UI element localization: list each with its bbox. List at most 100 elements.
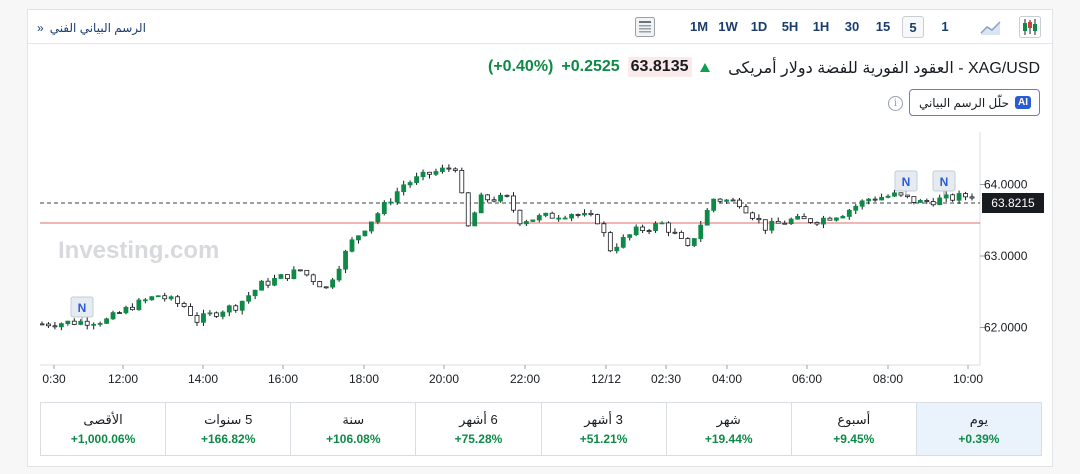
price-row: (+0.40%) +0.2525 63.8135 bbox=[488, 57, 710, 77]
technical-chart-link[interactable]: » الرسم البياني الفني bbox=[37, 21, 146, 35]
performance-period: 3 أشهر bbox=[584, 412, 623, 427]
candle-body bbox=[511, 195, 516, 211]
candle-body bbox=[381, 202, 387, 215]
candle-body bbox=[452, 168, 458, 171]
candle-body bbox=[905, 194, 910, 197]
performance-period: 5 سنوات bbox=[204, 412, 253, 427]
candle-body bbox=[762, 219, 768, 231]
candle-body bbox=[743, 206, 749, 214]
candle-body bbox=[627, 234, 633, 238]
timeframe-1d[interactable]: 1D bbox=[750, 19, 768, 34]
x-tick-label: 10:00 bbox=[953, 372, 983, 386]
performance-cell[interactable]: 6 أشهر +75.28% bbox=[415, 403, 540, 455]
timeframe-5[interactable]: 5 bbox=[902, 16, 924, 38]
candle-body bbox=[633, 226, 639, 236]
candlestick-icon[interactable] bbox=[1019, 16, 1041, 38]
candle-body bbox=[924, 200, 930, 202]
timeframe-5h[interactable]: 5H bbox=[781, 19, 799, 34]
candle-body bbox=[485, 194, 491, 201]
candle-body bbox=[672, 231, 678, 234]
candle-body bbox=[937, 197, 943, 206]
watermark: Investing.com bbox=[58, 237, 219, 264]
x-tick-label: 12:00 bbox=[108, 372, 138, 386]
performance-value: +19.44% bbox=[704, 432, 753, 446]
candle-body bbox=[343, 250, 348, 270]
x-tick-label: 14:00 bbox=[188, 372, 218, 386]
candle-body bbox=[917, 200, 923, 203]
candle-body bbox=[846, 209, 852, 217]
candle-body bbox=[737, 199, 742, 208]
timeframe-30[interactable]: 30 bbox=[844, 19, 860, 34]
x-tick-label: 0:30 bbox=[42, 372, 66, 386]
candle-body bbox=[52, 325, 58, 328]
price-chart[interactable]: Investing.com 64.0000 63.0000 62.0000 0:30 12… bbox=[40, 132, 1045, 402]
performance-cell[interactable]: الأقصى +1,000.06% bbox=[41, 403, 165, 455]
analyze-chart-button[interactable]: حلّل الرسم البياني AI bbox=[909, 89, 1040, 116]
current-price-tag bbox=[982, 193, 1044, 213]
performance-cell[interactable]: أسبوع +9.45% bbox=[790, 403, 916, 455]
performance-value: +106.08% bbox=[326, 432, 381, 446]
candle-body bbox=[614, 246, 620, 252]
candle-body bbox=[433, 171, 439, 175]
candle-body bbox=[330, 279, 336, 288]
timeframe-1m[interactable]: 1M bbox=[689, 19, 709, 34]
candle-body bbox=[349, 239, 355, 252]
performance-period: سنة bbox=[342, 412, 365, 427]
candle-body bbox=[420, 171, 426, 178]
performance-cell[interactable]: سنة +106.08% bbox=[290, 403, 415, 455]
candle-body bbox=[879, 196, 884, 201]
x-tick-label: 18:00 bbox=[349, 372, 379, 386]
candle-body bbox=[833, 217, 839, 221]
candle-body bbox=[543, 212, 549, 216]
candle-body bbox=[956, 193, 962, 201]
candle-body bbox=[142, 299, 148, 302]
table-icon[interactable] bbox=[634, 16, 656, 38]
candle-body bbox=[769, 220, 775, 231]
performance-bar: يوم +0.39% أسبوع +9.45% شهر +19.44% 3 أشهر +51.… bbox=[40, 402, 1042, 456]
x-tick-label: 22:00 bbox=[510, 372, 540, 386]
performance-cell[interactable]: 5 سنوات +166.82% bbox=[165, 403, 290, 455]
candle-body bbox=[640, 226, 646, 231]
candle-body bbox=[440, 167, 445, 172]
timeframe-1[interactable]: 1 bbox=[941, 19, 949, 34]
performance-cell[interactable]: 3 أشهر +51.21% bbox=[540, 403, 666, 455]
candle-body bbox=[226, 305, 232, 313]
candle-body bbox=[523, 221, 529, 225]
timeframe-1h[interactable]: 1H bbox=[812, 19, 830, 34]
performance-cell[interactable]: يوم +0.39% bbox=[915, 403, 1041, 455]
candle-body bbox=[58, 323, 64, 328]
candle-body bbox=[97, 322, 103, 325]
candle-body bbox=[207, 312, 213, 315]
timeframe-1w[interactable]: 1W bbox=[718, 19, 738, 34]
candle-body bbox=[65, 320, 71, 325]
timeframe-15[interactable]: 15 bbox=[875, 19, 891, 34]
candle-body bbox=[446, 167, 452, 170]
candle-body bbox=[368, 221, 374, 232]
candle-body bbox=[130, 306, 135, 311]
x-tick-label: 06:00 bbox=[792, 372, 822, 386]
area-chart-icon[interactable] bbox=[979, 16, 1003, 38]
info-icon[interactable]: i bbox=[888, 96, 903, 111]
performance-period: يوم bbox=[969, 412, 989, 427]
news-marker-label: N bbox=[940, 175, 949, 189]
candle-body bbox=[168, 296, 174, 300]
candle-body bbox=[653, 223, 658, 232]
candle-body bbox=[853, 205, 859, 211]
candle-body bbox=[775, 220, 781, 224]
candle-body bbox=[808, 218, 813, 223]
candle-body bbox=[562, 217, 568, 220]
candle-body bbox=[407, 182, 413, 186]
performance-period: شهر bbox=[716, 412, 741, 427]
candle-body bbox=[872, 198, 878, 201]
candle-body bbox=[821, 217, 826, 225]
candle-body bbox=[885, 195, 891, 198]
performance-cell[interactable]: شهر +19.44% bbox=[665, 403, 791, 455]
candle-body bbox=[304, 269, 310, 276]
candle-body bbox=[607, 232, 613, 252]
candle-body bbox=[117, 312, 122, 315]
candle-body bbox=[40, 323, 45, 326]
candle-body bbox=[175, 296, 181, 304]
candle-body bbox=[71, 320, 77, 325]
y-tick-label: 63.0000 bbox=[984, 249, 1028, 263]
candle-body bbox=[704, 209, 710, 226]
